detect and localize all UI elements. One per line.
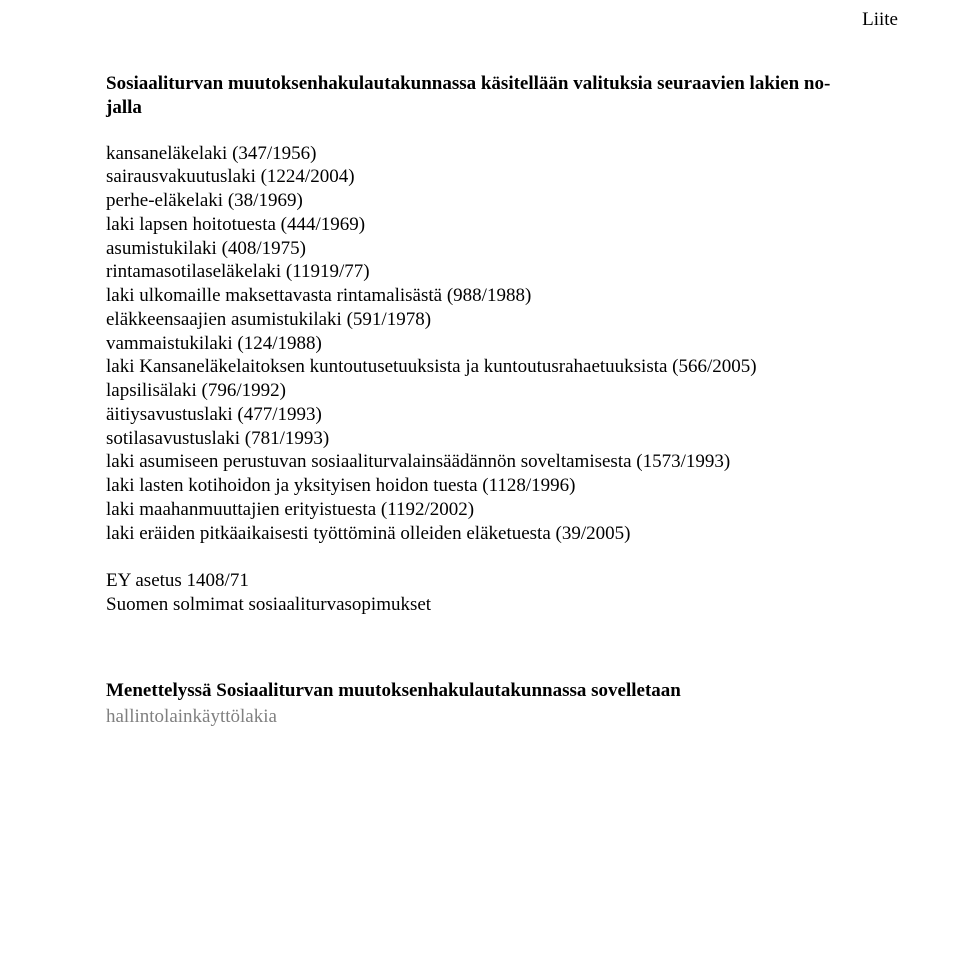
main-heading: Sosiaaliturvan muutoksenhakulautakunnass…: [106, 72, 840, 120]
law-item: vammaistukilaki (124/1988): [106, 332, 840, 356]
law-item: sotilasavustuslaki (781/1993): [106, 427, 840, 451]
law-item: laki maahanmuuttajien erityistuesta (119…: [106, 498, 840, 522]
footer-block: EY asetus 1408/71 Suomen solmimat sosiaa…: [106, 569, 840, 617]
heading-line-2: jalla: [106, 97, 142, 118]
document-page: Liite Sosiaaliturvan muutoksenhakulautak…: [0, 0, 960, 972]
law-item: äitiysavustuslaki (477/1993): [106, 403, 840, 427]
law-item: lapsilisälaki (796/1992): [106, 379, 840, 403]
law-item: perhe-eläkelaki (38/1969): [106, 189, 840, 213]
law-item: asumistukilaki (408/1975): [106, 237, 840, 261]
footer-line: Suomen solmimat sosiaaliturvasopimukset: [106, 593, 840, 617]
procedure-law: hallintolainkäyttölakia: [106, 705, 840, 729]
law-item: laki lasten kotihoidon ja yksityisen hoi…: [106, 474, 840, 498]
heading-line-1: Sosiaaliturvan muutoksenhakulautakunnass…: [106, 73, 830, 94]
appendix-label: Liite: [862, 8, 898, 32]
law-item: kansaneläkelaki (347/1956): [106, 142, 840, 166]
law-list: kansaneläkelaki (347/1956) sairausvakuut…: [106, 142, 840, 546]
law-item: rintamasotilaseläkelaki (11919/77): [106, 260, 840, 284]
footer-line: EY asetus 1408/71: [106, 569, 840, 593]
law-item: laki asumiseen perustuvan sosiaaliturval…: [106, 450, 840, 474]
law-item: laki lapsen hoitotuesta (444/1969): [106, 213, 840, 237]
law-item: laki ulkomaille maksettavasta rintamalis…: [106, 284, 840, 308]
law-item: sairausvakuutuslaki (1224/2004): [106, 165, 840, 189]
procedure-heading: Menettelyssä Sosiaaliturvan muutoksenhak…: [106, 679, 840, 703]
law-item: laki eräiden pitkäaikaisesti työttöminä …: [106, 522, 840, 546]
law-item: laki Kansaneläkelaitoksen kuntoutusetuuk…: [106, 355, 840, 379]
law-item: eläkkeensaajien asumistukilaki (591/1978…: [106, 308, 840, 332]
